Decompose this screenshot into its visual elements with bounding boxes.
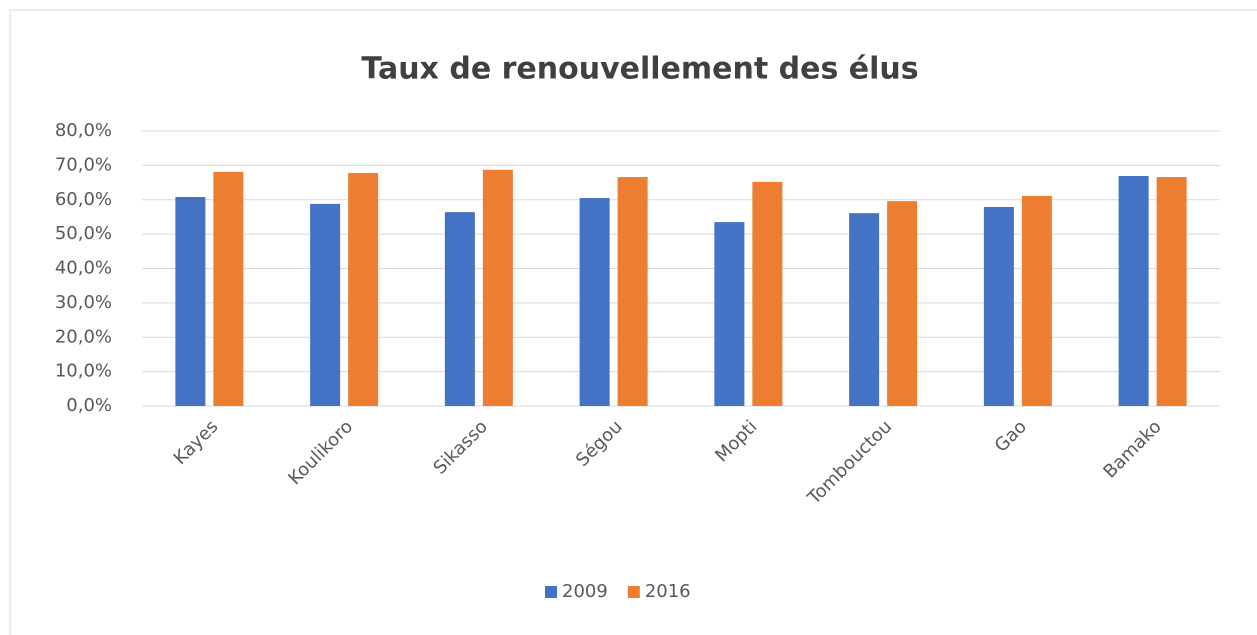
y-tick-label: 10,0% [55, 361, 112, 382]
bar [348, 172, 379, 406]
bar [714, 222, 745, 406]
bar [983, 206, 1014, 406]
bar [482, 169, 513, 406]
legend-swatch [627, 586, 640, 598]
y-tick-label: 70,0% [55, 154, 112, 175]
legend-label: 2009 [562, 581, 608, 602]
y-tick-label: 60,0% [55, 189, 112, 210]
legend-swatch [545, 586, 557, 598]
legend-label: 2016 [645, 581, 691, 602]
bar [444, 212, 475, 406]
bar [849, 213, 880, 406]
bar [1156, 177, 1187, 406]
y-tick-label: 30,0% [55, 292, 112, 313]
bar [213, 171, 244, 406]
bar [175, 197, 206, 406]
bar [579, 198, 610, 406]
chart-title: Taux de renouvellement des élus [361, 52, 918, 87]
bar [887, 201, 918, 406]
bar [1118, 176, 1149, 406]
bar [1021, 195, 1052, 406]
y-tick-label: 40,0% [55, 258, 112, 279]
bar [752, 181, 783, 406]
y-tick-label: 20,0% [55, 326, 112, 347]
bar [617, 177, 648, 406]
y-tick-label: 80,0% [55, 120, 112, 141]
bar [310, 203, 341, 406]
y-tick-label: 0,0% [66, 395, 112, 416]
y-tick-label: 50,0% [55, 223, 112, 244]
